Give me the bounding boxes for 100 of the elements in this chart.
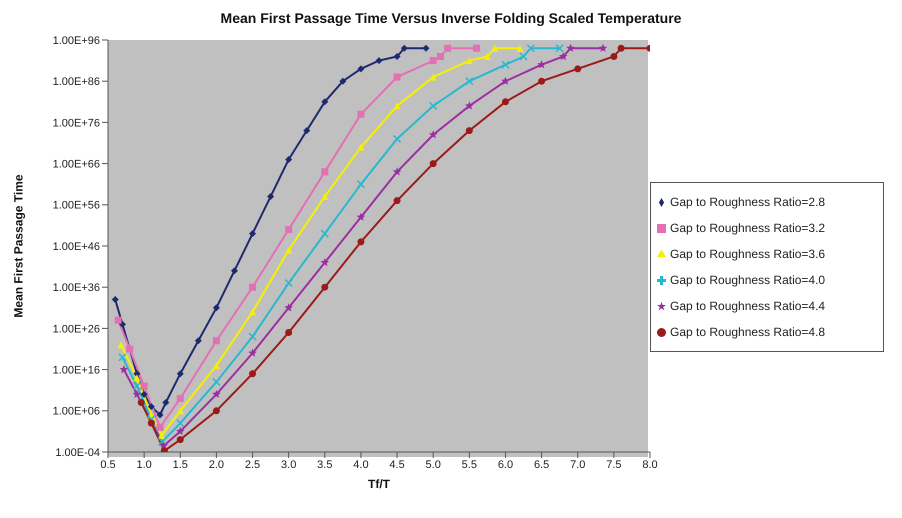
point bbox=[132, 390, 142, 398]
x-tick-label: 6.0 bbox=[498, 458, 514, 471]
point bbox=[392, 167, 402, 176]
point bbox=[428, 102, 438, 110]
point bbox=[428, 130, 438, 138]
x-tick-label: 2.5 bbox=[244, 458, 260, 471]
point bbox=[303, 127, 310, 134]
point bbox=[618, 44, 625, 52]
point bbox=[284, 303, 293, 312]
point bbox=[526, 44, 536, 52]
point bbox=[321, 168, 328, 176]
y-tick-label: 1.00E+56 bbox=[52, 200, 100, 212]
point bbox=[162, 399, 170, 406]
point bbox=[501, 76, 510, 85]
y-tick-label: 1.00E+16 bbox=[52, 364, 100, 377]
legend-label: Gap to Roughness Ratio=3.2 bbox=[670, 221, 826, 235]
point bbox=[249, 370, 256, 378]
point bbox=[473, 44, 480, 52]
point bbox=[538, 78, 546, 85]
point bbox=[321, 193, 328, 200]
legend-label: Gap to Roughness Ratio=3.6 bbox=[670, 247, 826, 261]
point bbox=[555, 44, 564, 52]
point bbox=[339, 78, 346, 85]
chart-title: Mean First Passage Time Versus Inverse Folding Scaled Temperature bbox=[220, 10, 682, 26]
point bbox=[321, 284, 328, 291]
point bbox=[249, 284, 256, 291]
x-tick-label: 1.5 bbox=[172, 458, 188, 471]
point bbox=[357, 65, 364, 72]
y-tick-label: 1.00E+76 bbox=[52, 117, 100, 130]
point bbox=[118, 320, 126, 328]
y-axis-title: Mean First Passage Time bbox=[11, 174, 26, 318]
legend-label: Gap to Roughness Ratio=4.8 bbox=[670, 325, 826, 339]
point bbox=[176, 394, 184, 402]
point bbox=[140, 382, 148, 390]
point bbox=[176, 418, 185, 428]
point bbox=[484, 52, 491, 60]
x-tick-label: 6.5 bbox=[534, 458, 550, 471]
point bbox=[249, 308, 256, 316]
point bbox=[212, 337, 220, 344]
point bbox=[501, 60, 510, 69]
y-tick-label: 1.00E+26 bbox=[52, 323, 100, 336]
point bbox=[491, 44, 498, 52]
y-tick-label: 1.00E+66 bbox=[52, 158, 100, 171]
point bbox=[559, 52, 568, 60]
point bbox=[610, 52, 618, 60]
x-tick-label: 5.0 bbox=[426, 458, 441, 471]
x-tick-label: 2.0 bbox=[208, 458, 224, 471]
y-tick-label: 1.00E+36 bbox=[52, 282, 100, 294]
point bbox=[158, 438, 166, 446]
point bbox=[430, 160, 437, 168]
point bbox=[356, 180, 366, 188]
point bbox=[156, 411, 164, 418]
point bbox=[138, 399, 145, 406]
point bbox=[357, 238, 364, 246]
point bbox=[285, 156, 292, 163]
point bbox=[400, 44, 408, 52]
point bbox=[465, 101, 474, 110]
point bbox=[392, 134, 402, 144]
x-tick-label: 4.5 bbox=[389, 458, 405, 471]
point bbox=[519, 52, 528, 61]
point bbox=[112, 296, 119, 304]
point bbox=[118, 352, 127, 362]
point bbox=[230, 267, 238, 274]
point bbox=[284, 278, 293, 288]
point bbox=[394, 74, 401, 81]
point bbox=[357, 110, 364, 118]
point bbox=[566, 44, 575, 52]
point bbox=[148, 420, 155, 427]
point bbox=[422, 44, 430, 52]
x-tick-label: 0.5 bbox=[100, 458, 116, 471]
point bbox=[140, 390, 148, 398]
point bbox=[574, 65, 582, 72]
point bbox=[394, 197, 401, 204]
x-tick-label: 8.0 bbox=[642, 458, 658, 471]
point bbox=[212, 390, 221, 398]
point bbox=[357, 144, 364, 151]
y-tick-label: 1.00E+46 bbox=[52, 240, 100, 253]
point bbox=[516, 44, 524, 52]
x-tick-label: 5.5 bbox=[462, 458, 477, 471]
y-tick-label: 1.00E+86 bbox=[52, 76, 100, 88]
point bbox=[212, 407, 220, 414]
point bbox=[285, 246, 292, 254]
point bbox=[248, 348, 257, 357]
point bbox=[212, 304, 220, 312]
point bbox=[376, 57, 382, 64]
point bbox=[176, 426, 185, 436]
point bbox=[466, 57, 473, 64]
y-tick-label: 1.00E-04 bbox=[55, 446, 100, 459]
point bbox=[430, 57, 437, 64]
point bbox=[176, 436, 184, 444]
legend-label: Gap to Roughness Ratio=4.4 bbox=[670, 299, 826, 313]
point bbox=[285, 329, 292, 336]
point bbox=[320, 229, 330, 238]
point bbox=[132, 382, 142, 390]
point bbox=[194, 337, 202, 344]
point bbox=[267, 193, 274, 200]
y-tick-label: 1.00E+96 bbox=[52, 34, 100, 47]
point bbox=[212, 378, 221, 386]
x-tick-label: 3.5 bbox=[317, 458, 332, 471]
legend-label: Gap to Roughness Ratio=2.8 bbox=[670, 195, 826, 209]
